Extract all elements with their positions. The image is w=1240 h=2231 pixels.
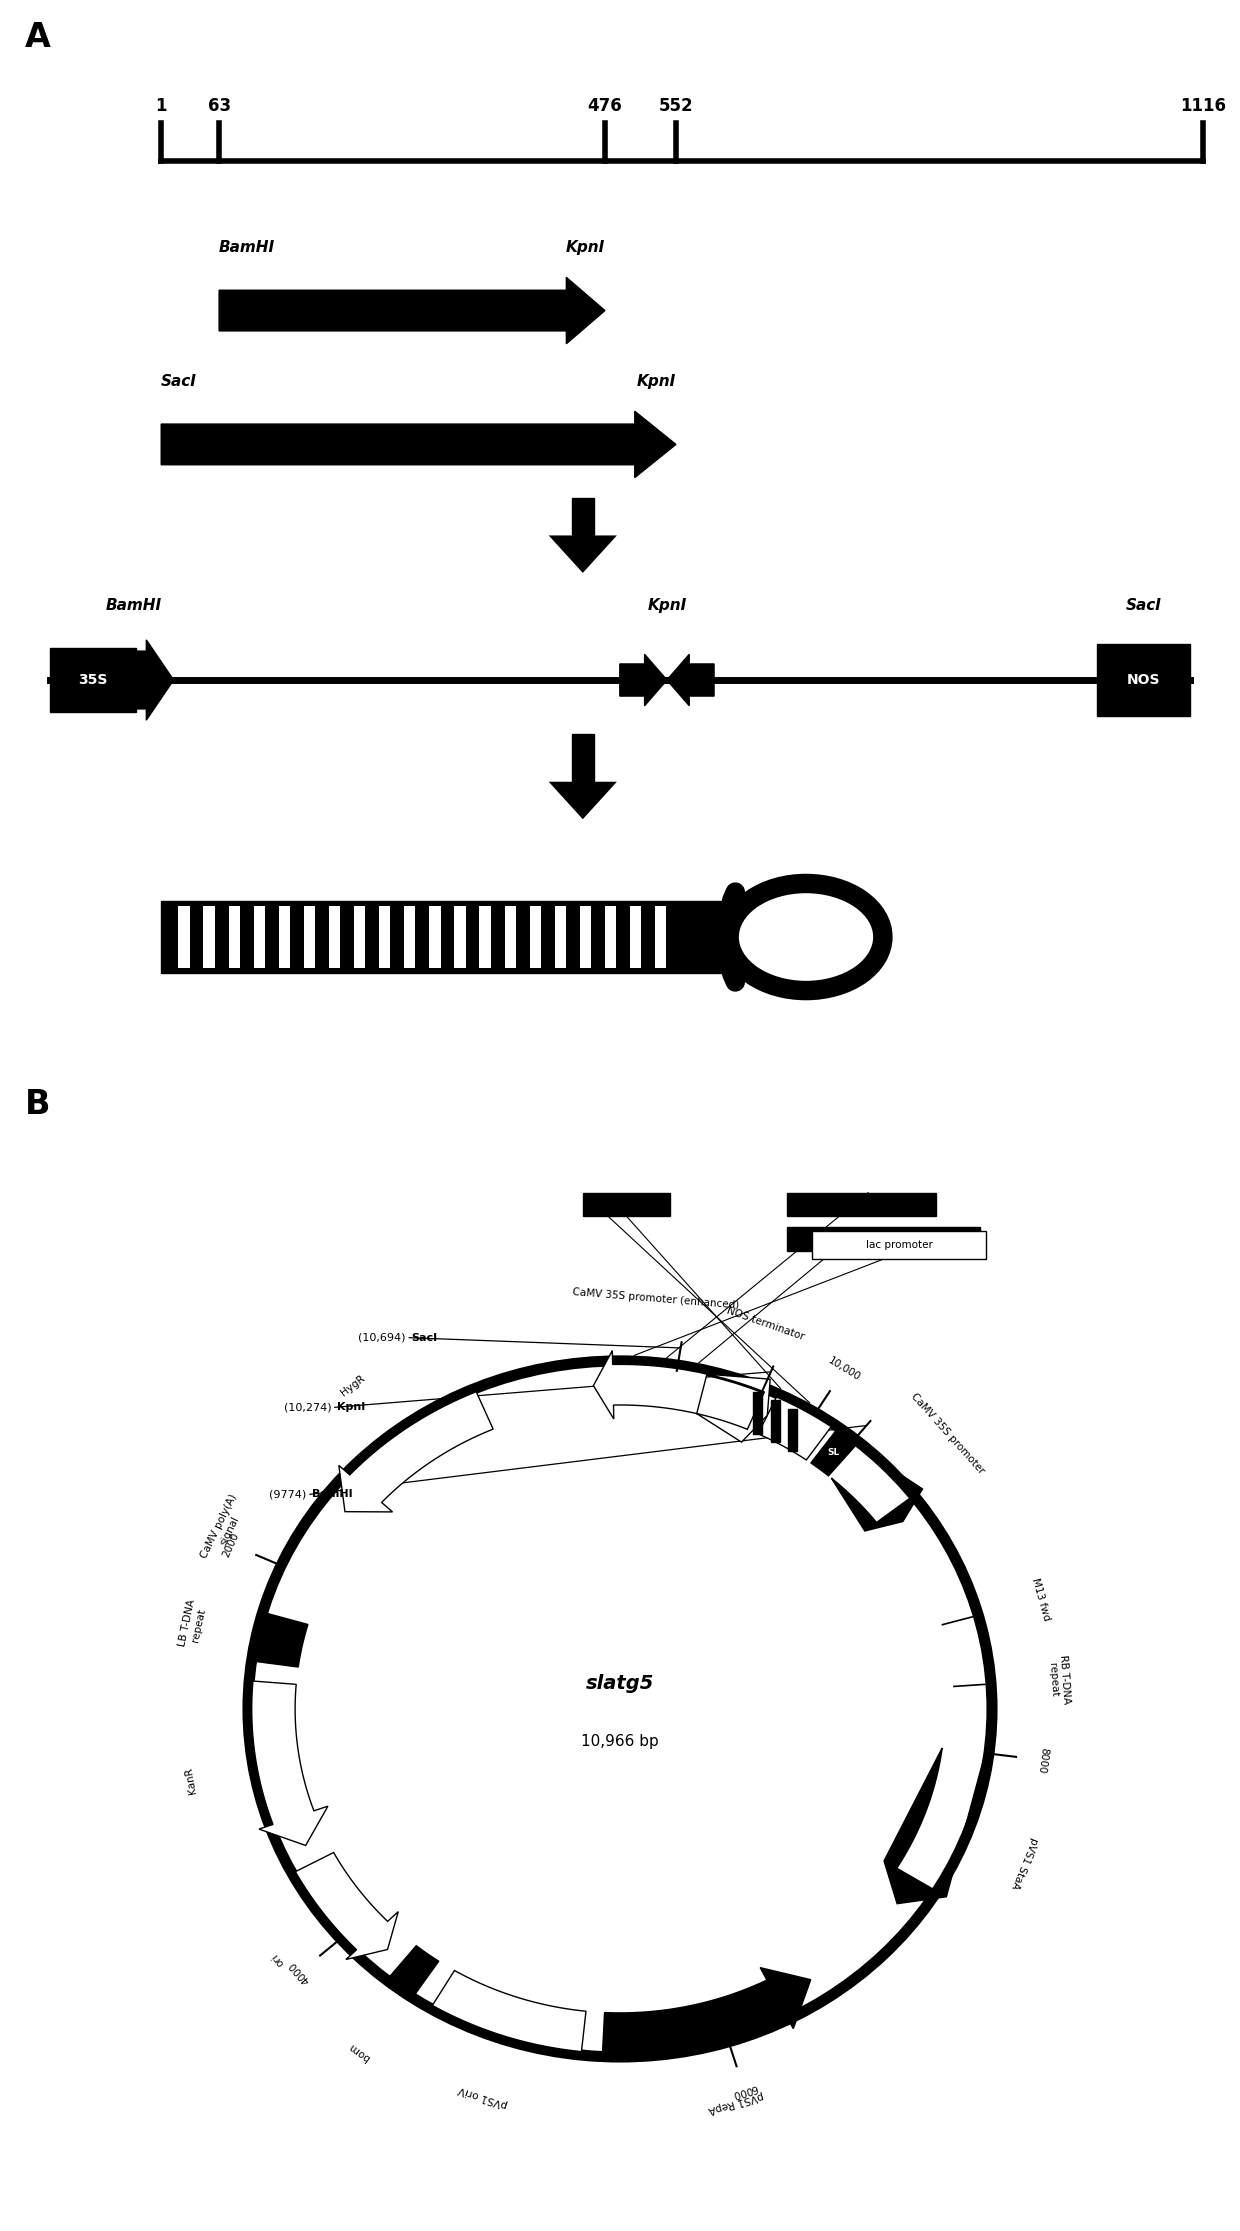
Text: pVS1 StaA: pVS1 StaA [1009,1836,1039,1890]
Text: 1: 1 [155,96,167,114]
Bar [161,901,732,973]
Bar [454,906,466,968]
FancyArrow shape [219,277,605,344]
Bar [50,647,136,712]
Text: RB T-DNA
repeat: RB T-DNA repeat [1047,1653,1071,1704]
Bar [580,906,591,968]
Text: 6000: 6000 [730,2082,759,2099]
FancyArrow shape [161,411,676,477]
Text: SacI: SacI [1126,598,1162,614]
Text: KpnI: KpnI [636,375,676,388]
Text: A: A [25,22,51,54]
Bar [1097,643,1190,716]
Text: ori: ori [270,1950,286,1968]
Bar [787,1194,936,1216]
Bar [605,906,616,968]
Polygon shape [548,535,618,573]
Bar [228,906,239,968]
Text: pVS1 oriV: pVS1 oriV [458,2084,508,2108]
Bar [279,906,290,968]
Bar [529,906,541,968]
Text: NOS terminator: NOS terminator [725,1305,805,1343]
Text: BamHI: BamHI [219,241,275,254]
Text: (10,694): (10,694) [358,1332,409,1343]
Text: BamHI: BamHI [312,1490,353,1499]
Text: 476: 476 [588,96,622,114]
Text: 63: 63 [207,96,231,114]
Bar [254,906,265,968]
Bar [655,906,666,968]
Text: KpnI: KpnI [565,241,605,254]
Text: LB T-DNA
repeat: LB T-DNA repeat [177,1597,208,1649]
Polygon shape [295,1852,398,1959]
Text: HygR: HygR [339,1374,367,1399]
Polygon shape [811,1430,857,1477]
Polygon shape [252,1680,327,1845]
Text: B: B [25,1089,51,1122]
Text: 2000: 2000 [222,1530,242,1559]
Bar [304,906,315,968]
FancyArrow shape [620,654,667,705]
Text: SacI: SacI [161,375,197,388]
Text: CaMV poly(A)
signal: CaMV poly(A) signal [200,1493,249,1564]
Polygon shape [594,1350,707,1419]
FancyArrow shape [667,654,714,705]
Text: BamHI: BamHI [105,598,161,614]
Polygon shape [433,1970,587,2053]
Polygon shape [603,1968,811,2053]
Text: KpnI: KpnI [647,598,687,614]
Bar [554,906,567,968]
Bar [583,1194,670,1216]
Polygon shape [548,781,618,819]
Text: CaMV 35S promoter: CaMV 35S promoter [909,1392,987,1477]
Bar [179,906,190,968]
Text: 1116: 1116 [1179,96,1226,114]
Text: NOS: NOS [1127,674,1161,687]
Text: bom: bom [347,2041,371,2061]
Bar [480,906,491,968]
Text: slatg5: slatg5 [585,1673,655,1693]
Text: 552: 552 [658,96,693,114]
Text: lac promoter: lac promoter [866,1240,932,1249]
Bar [789,1410,797,1450]
FancyArrow shape [136,640,174,721]
Polygon shape [697,1374,770,1441]
Bar [572,734,594,781]
Text: (10,274): (10,274) [284,1403,335,1412]
Polygon shape [831,1448,923,1530]
Bar [353,906,366,968]
Text: KanR: KanR [184,1767,197,1794]
Text: 10,966 bp: 10,966 bp [582,1733,658,1749]
Text: 35S: 35S [78,674,108,687]
Bar [404,906,415,968]
Bar [429,906,440,968]
Text: pVS1 RepA: pVS1 RepA [707,2090,764,2115]
Text: 4000: 4000 [288,1959,312,1986]
Bar [329,906,340,968]
Text: 8000: 8000 [1037,1747,1050,1774]
Text: (9774): (9774) [269,1490,310,1499]
Text: KpnI: KpnI [337,1403,366,1412]
Bar [505,906,516,968]
Bar [812,1232,986,1258]
Bar [753,1392,761,1435]
Polygon shape [389,1945,439,1995]
Polygon shape [339,1392,494,1513]
Bar [771,1401,780,1441]
Polygon shape [758,1397,831,1459]
Bar [379,906,391,968]
Bar [787,1227,980,1252]
Text: SacI: SacI [412,1332,438,1343]
Polygon shape [255,1613,308,1667]
Text: CaMV 35S promoter (enhanced): CaMV 35S promoter (enhanced) [572,1287,739,1310]
Bar [203,906,215,968]
Bar [630,906,641,968]
Text: SL: SL [827,1448,839,1457]
Text: 10,000: 10,000 [826,1356,862,1383]
Polygon shape [884,1747,986,1903]
Text: M13 fwd: M13 fwd [1029,1577,1052,1622]
Bar [572,498,594,535]
